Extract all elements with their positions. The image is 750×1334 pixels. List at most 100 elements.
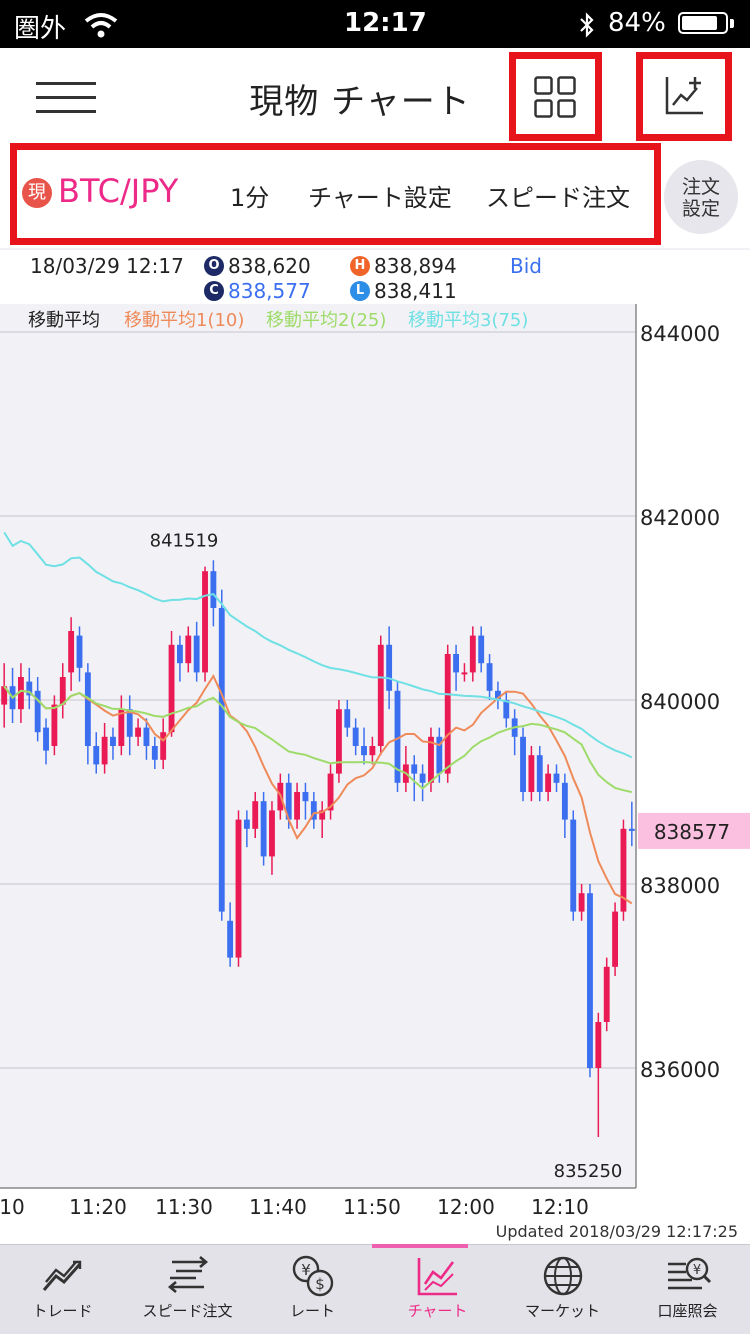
close-value: 838,577 (228, 279, 311, 303)
candle-body (578, 893, 585, 912)
candle-body (394, 690, 401, 783)
candle-body (503, 700, 510, 719)
candle-body (319, 810, 326, 820)
candle-body (118, 709, 125, 746)
candle-body (235, 819, 242, 958)
navigation-bar (0, 48, 750, 152)
candle-body (135, 727, 142, 737)
candle-body (43, 727, 49, 751)
tab-bar (0, 1244, 750, 1334)
ma2-line (3, 685, 633, 794)
candle-body (335, 709, 342, 774)
candle-body (1, 686, 8, 705)
candle-body (377, 644, 384, 746)
speed-order-icon (167, 1256, 208, 1293)
chart-icon (417, 1258, 457, 1296)
candle-body (160, 732, 167, 760)
candle-body (17, 677, 24, 710)
x-axis-background (0, 1188, 750, 1220)
candle-body (84, 672, 91, 746)
svg-text:$: $ (315, 1275, 325, 1293)
highlight-box-add-indicator (636, 52, 732, 141)
candle-body (595, 1022, 602, 1068)
candle-body (344, 709, 351, 728)
candle-body (126, 709, 133, 737)
candle-body (553, 773, 560, 783)
ma3-legend: 移動平均3(75) (408, 310, 529, 331)
add-indicator-icon[interactable] (664, 74, 706, 116)
candle-body (34, 690, 41, 733)
ma-legend-title: 移動平均 (28, 310, 100, 331)
order-settings-button[interactable]: 注文 設定 (664, 160, 738, 234)
candle-body (327, 773, 334, 811)
candle-body (59, 677, 66, 705)
candle-body (252, 801, 259, 829)
x-tick-label: 10 (0, 1195, 25, 1219)
candle-body (461, 672, 468, 675)
tab-market[interactable]: マーケット (500, 1246, 625, 1332)
tab-trade[interactable]: トレード (0, 1246, 125, 1332)
battery-percent: 84% (608, 8, 666, 38)
candle-body (603, 966, 610, 1022)
open-badge: O (204, 256, 224, 276)
candle-body (202, 571, 208, 673)
page-title: 現物 チャート (249, 82, 471, 122)
candle-body (151, 746, 158, 760)
candle-body (185, 635, 192, 664)
price-chart[interactable]: 836000 838000 840000 842000 844000 10 11:20 11:… (0, 304, 750, 1220)
price-type: Bid (510, 254, 542, 278)
x-tick-label: 12:10 (531, 1195, 589, 1219)
candle-body (453, 654, 460, 673)
high-badge: H (350, 256, 370, 276)
x-tick-label: 11:40 (249, 1195, 307, 1219)
ma3-line (3, 531, 633, 759)
speed-order-button[interactable]: スピード注文 (486, 184, 630, 212)
high-value: 838,894 (374, 254, 457, 278)
candle-body (528, 755, 535, 792)
svg-text:¥: ¥ (301, 1261, 311, 1279)
candle-body (587, 893, 593, 1068)
y-tick-label: 844000 (640, 322, 720, 346)
y-tick-label: 836000 (640, 1058, 720, 1082)
candle-body (310, 801, 317, 820)
market-icon (543, 1256, 582, 1296)
chart-settings-button[interactable]: チャート設定 (308, 184, 452, 212)
battery-icon (678, 12, 728, 34)
tab-rate[interactable]: ¥ $ レート (250, 1246, 375, 1332)
svg-text:¥: ¥ (692, 1263, 700, 1278)
candle-body (628, 828, 635, 831)
candle-body (285, 782, 292, 820)
ma1-legend: 移動平均1(10) (124, 310, 245, 331)
candle-body (444, 654, 451, 774)
interval-selector[interactable]: 1分 (230, 184, 270, 212)
ma2-legend: 移動平均2(25) (266, 310, 387, 331)
current-price-value: 838577 (654, 820, 730, 844)
current-price-label (638, 812, 750, 849)
candle-body (93, 746, 100, 765)
tab-speed-order[interactable]: スピード注文 (125, 1246, 250, 1332)
candle-body (26, 681, 33, 696)
candle-body (436, 736, 443, 774)
candle-body (369, 746, 376, 756)
updated-bar (0, 1220, 750, 1244)
candle-body (545, 773, 552, 792)
low-annotation: 835250 (554, 1161, 623, 1182)
tab-chart[interactable]: チャート (375, 1246, 500, 1332)
clock: 12:17 (344, 8, 427, 38)
low-value: 838,411 (374, 279, 457, 303)
tab-account[interactable]: ¥ 口座照会 (625, 1246, 750, 1332)
active-tab-indicator (372, 1244, 468, 1248)
candle-body (411, 764, 418, 774)
candle-body (469, 635, 476, 673)
account-icon: ¥ (667, 1257, 711, 1290)
candle-body (352, 727, 359, 746)
candle-body (143, 727, 150, 746)
candle-body (536, 755, 543, 792)
carrier-label: 圏外 (14, 14, 67, 44)
menu-icon[interactable] (36, 82, 96, 114)
ohlc-datetime: 18/03/29 12:17 (30, 254, 184, 278)
currency-pair-selector[interactable]: BTC/JPY (58, 172, 179, 210)
candle-body (612, 911, 619, 967)
highlight-box-layout (509, 52, 602, 141)
grid-layout-icon[interactable] (534, 76, 576, 118)
